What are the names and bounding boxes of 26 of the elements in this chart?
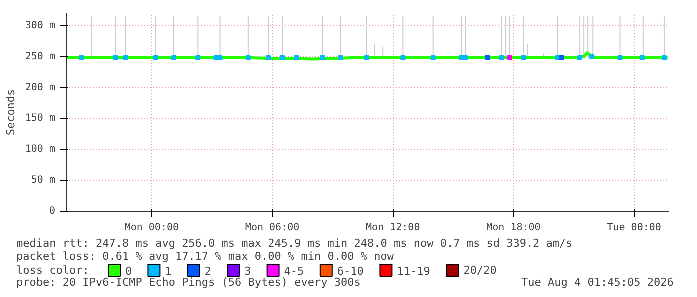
legend-label: 6-10 <box>337 265 364 278</box>
y-tick-label: 100 m <box>25 144 56 156</box>
y-tick-label: 300 m <box>25 20 56 32</box>
x-tick-label: Mon 18:00 <box>486 222 541 234</box>
legend-label: 2 <box>204 265 212 278</box>
y-tick-label: 200 m <box>25 82 56 94</box>
text: median rtt: 247.8 ms avg 256.0 ms max 245.9 ms min 248.0 ms now 0.7 ms sd 339.2 am/s <box>16 237 573 250</box>
y-tick-label: 0 <box>49 206 56 217</box>
text: Tue Aug 4 01:45:05 2026 <box>522 276 674 289</box>
text: probe: 20 IPv6-ICMP Echo Pings (56 Bytes) every 300s <box>16 276 361 289</box>
text: packet loss: 0.61 % avg 17.17 % max 0.00 % min 0.00 % now <box>16 250 394 263</box>
y-tick-label: 250 m <box>25 51 56 62</box>
legend-title: loss color: <box>16 264 90 277</box>
legend-label: 20/20 <box>464 264 497 277</box>
legend-label: 1 <box>165 265 172 278</box>
legend-label: 0 <box>126 265 132 278</box>
x-tick-label: Mon 12:00 <box>366 222 420 234</box>
y-tick-label: 150 m <box>25 113 56 124</box>
legend-label: 3 <box>244 265 252 278</box>
x-tick-label: Mon 00:00 <box>124 222 180 234</box>
legend-label: 11-19 <box>397 265 430 278</box>
legend-label: 4-5 <box>284 265 304 278</box>
y-tick-label: 50 m <box>31 175 56 186</box>
x-tick-label: Mon 06:00 <box>245 222 300 234</box>
y-axis-title: Seconds <box>4 89 18 136</box>
x-tick-label: Tue 00:00 <box>607 222 662 234</box>
